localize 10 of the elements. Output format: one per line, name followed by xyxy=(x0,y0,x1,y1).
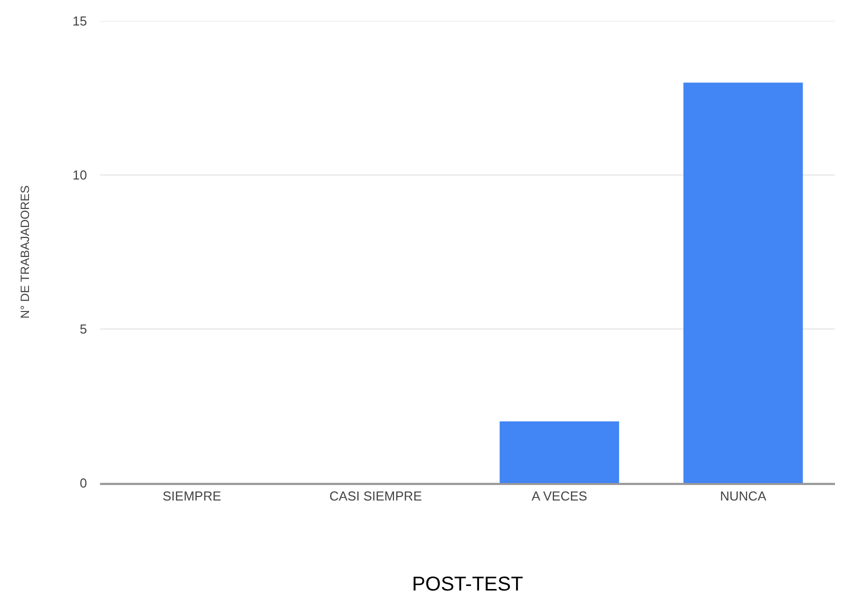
y-tick-label: 0 xyxy=(80,476,87,491)
x-tick-label: SIEMPRE xyxy=(162,488,222,504)
y-tick-label: 5 xyxy=(80,322,87,337)
x-tick-label: NUNCA xyxy=(720,488,767,504)
x-tick-label: A VECES xyxy=(532,488,588,504)
y-axis-title: N° DE TRABAJADORES xyxy=(18,185,32,319)
x-axis-title: POST-TEST xyxy=(412,574,524,596)
y-tick-label: 10 xyxy=(72,168,87,183)
x-tick-label: CASI SIEMPRE xyxy=(329,488,422,504)
y-tick-label: 15 xyxy=(72,14,87,29)
